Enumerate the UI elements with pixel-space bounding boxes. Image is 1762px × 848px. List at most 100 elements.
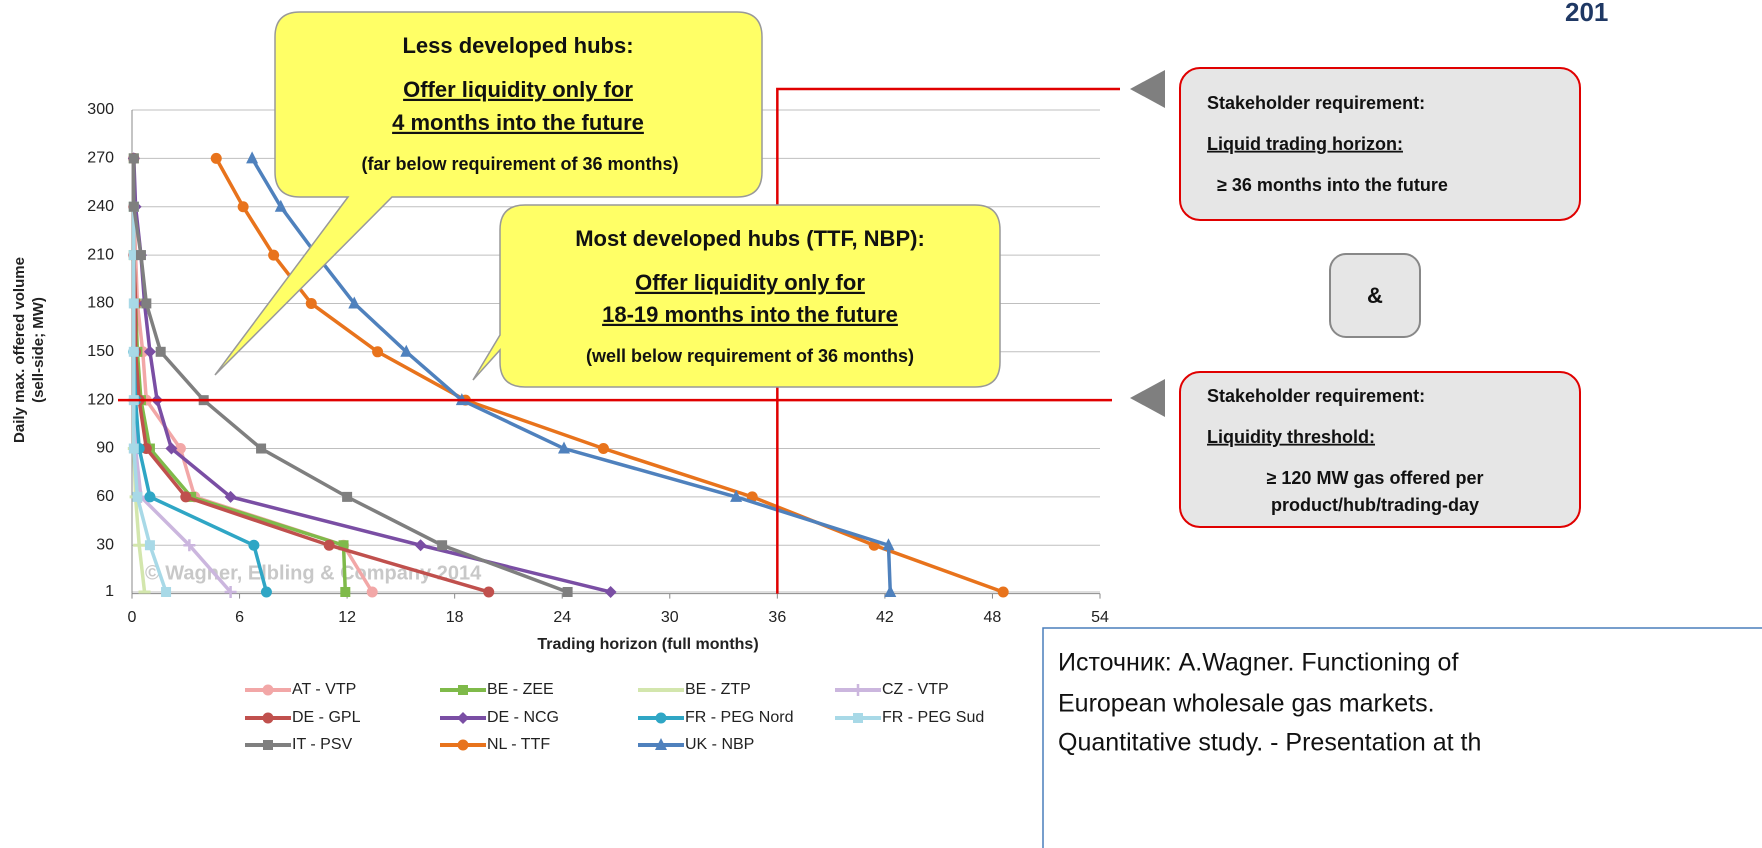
callout-note: (well below requirement of 36 months) <box>586 346 914 366</box>
x-tick-label: 12 <box>338 609 356 626</box>
requirement-text: ≥ 36 months into the future <box>1217 175 1448 195</box>
requirement-label: Liquidity threshold: <box>1207 427 1375 447</box>
legend-label: BE - ZEE <box>487 681 554 698</box>
legend-label: CZ - VTP <box>882 681 949 698</box>
data-point <box>366 586 378 598</box>
data-point <box>457 712 469 724</box>
x-tick-label: 54 <box>1091 609 1109 626</box>
x-tick-label: 48 <box>984 609 1002 626</box>
data-point <box>437 540 448 551</box>
data-point <box>457 739 469 751</box>
data-point <box>128 298 139 309</box>
data-point <box>262 684 274 696</box>
legend-item: CZ - VTP <box>835 681 949 698</box>
source-text: Источник: A.Wagner. Functioning of <box>1058 649 1458 677</box>
x-tick-label: 0 <box>128 609 137 626</box>
data-point <box>143 345 156 358</box>
x-tick-label: 36 <box>768 609 786 626</box>
y-tick-label: 150 <box>87 343 114 360</box>
requirement-text: product/hub/trading-day <box>1271 495 1479 515</box>
data-point <box>128 153 139 164</box>
y-tick-label: 210 <box>87 246 114 263</box>
data-point <box>256 443 267 454</box>
source-text: Quantitative study. - Presentation at th <box>1058 729 1481 757</box>
x-tick-label: 6 <box>235 609 244 626</box>
y-tick-label: 60 <box>96 488 114 505</box>
series <box>246 151 897 597</box>
series-line <box>132 158 569 594</box>
data-point <box>483 586 495 598</box>
data-point <box>183 539 196 552</box>
data-point <box>128 201 139 212</box>
data-point <box>210 152 222 164</box>
legend-item: FR - PEG Nord <box>638 709 793 726</box>
data-point <box>305 297 317 309</box>
data-point <box>224 585 237 598</box>
data-point <box>141 298 152 309</box>
y-axis-title: Daily max. offered volume (sell-side; MW… <box>11 257 47 443</box>
data-point <box>248 539 260 551</box>
legend-item: BE - ZEE <box>440 681 554 698</box>
data-point <box>852 684 864 696</box>
legend-item: AT - VTP <box>245 681 356 698</box>
data-point <box>655 738 667 750</box>
callout-box <box>214 11 763 376</box>
data-point <box>342 491 353 502</box>
y-tick-label: 30 <box>96 536 114 553</box>
legend-label: FR - PEG Sud <box>882 709 984 726</box>
data-point <box>604 585 617 598</box>
data-point <box>558 441 571 454</box>
data-point <box>246 151 259 164</box>
legend-item: IT - PSV <box>245 736 352 753</box>
data-point <box>372 346 384 358</box>
y-axis-title-line: Daily max. offered volume <box>11 257 28 443</box>
legend: AT - VTP BE - ZEE BE - ZTP CZ - VTP DE - GPL… <box>245 681 984 753</box>
data-point <box>165 442 178 455</box>
legend-label: BE - ZTP <box>685 681 751 698</box>
y-tick-label: 120 <box>87 391 114 408</box>
legend-label: AT - VTP <box>292 681 356 698</box>
requirement-text: ≥ 120 MW gas offered per <box>1267 468 1484 488</box>
source-text: European wholesale gas markets. <box>1058 690 1435 718</box>
legend-item: DE - NCG <box>440 709 559 726</box>
y-tick-label: 240 <box>87 198 114 215</box>
data-point <box>338 540 349 551</box>
data-point <box>414 539 427 552</box>
data-point <box>128 250 139 261</box>
horizon-line <box>776 87 1120 594</box>
data-point <box>128 346 139 357</box>
data-point <box>597 443 609 455</box>
data-point <box>400 344 413 357</box>
corner-text: 201 <box>1565 0 1608 27</box>
y-tick-label: 90 <box>96 440 114 457</box>
requirement-title: Stakeholder requirement: <box>1207 93 1425 113</box>
legend-item: DE - GPL <box>245 709 361 726</box>
data-point <box>730 489 743 502</box>
callout-text: 4 months into the future <box>392 110 644 135</box>
data-point <box>268 249 280 261</box>
legend-label: FR - PEG Nord <box>685 709 793 726</box>
legend-label: NL - TTF <box>487 736 550 753</box>
data-point <box>132 491 143 502</box>
data-point <box>155 346 166 357</box>
callout-text: Offer liquidity only for <box>403 77 633 102</box>
legend-label: IT - PSV <box>292 736 352 753</box>
data-point <box>260 586 272 598</box>
callout-text: 18-19 months into the future <box>602 302 898 327</box>
y-tick-label: 300 <box>87 101 114 118</box>
pointer-triangle <box>1130 70 1165 108</box>
data-point <box>180 491 192 503</box>
legend-label: DE - NCG <box>487 709 559 726</box>
data-point <box>882 538 895 551</box>
requirement-label: Liquid trading horizon: <box>1207 134 1403 154</box>
requirement-box <box>1179 371 1581 528</box>
data-point <box>323 539 335 551</box>
y-tick-label: 1 <box>105 583 114 600</box>
callout-note: (far below requirement of 36 months) <box>361 154 678 174</box>
data-point <box>274 199 287 212</box>
data-point <box>562 586 573 597</box>
legend-label: UK - NBP <box>685 736 754 753</box>
legend-item: UK - NBP <box>638 736 754 753</box>
callout-text: Offer liquidity only for <box>635 270 865 295</box>
